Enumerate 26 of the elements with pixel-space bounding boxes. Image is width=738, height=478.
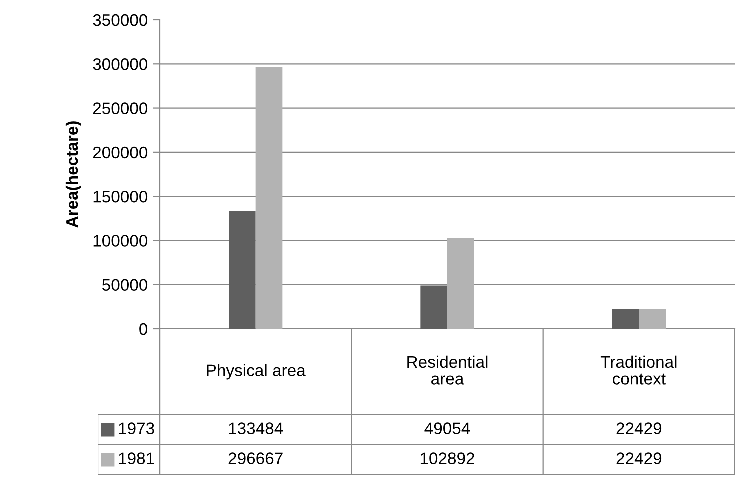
x-tick-label: Physical area	[207, 364, 306, 380]
y-tick-label: 250000	[93, 102, 148, 114]
bar	[420, 286, 448, 329]
data-label: 133484	[229, 422, 284, 434]
data-label: 102892	[420, 452, 474, 464]
data-label: 296667	[228, 452, 283, 464]
x-tick-label: Residential area	[408, 356, 488, 385]
legend-label: 1973	[119, 422, 154, 434]
bar	[229, 211, 256, 329]
y-tick-label: 300000	[93, 58, 148, 70]
bar	[639, 309, 666, 329]
y-axis-title: Area(hectare)	[66, 122, 82, 228]
x-tick-label: Traditional context	[600, 356, 677, 385]
data-label: 22429	[616, 452, 662, 464]
y-tick-label: 150000	[94, 190, 148, 203]
bar	[612, 309, 640, 329]
bar	[256, 67, 283, 329]
y-tick-label: 0	[140, 323, 148, 336]
bar	[448, 238, 474, 329]
y-tick-label: 50000	[102, 279, 148, 292]
y-tick-label: 350000	[93, 14, 148, 26]
y-tick-label: 100000	[94, 235, 148, 247]
data-label: 49054	[424, 422, 470, 434]
data-label: 22429	[616, 422, 662, 434]
y-tick-label: 200000	[93, 146, 148, 159]
legend-label: 1981	[119, 452, 154, 464]
